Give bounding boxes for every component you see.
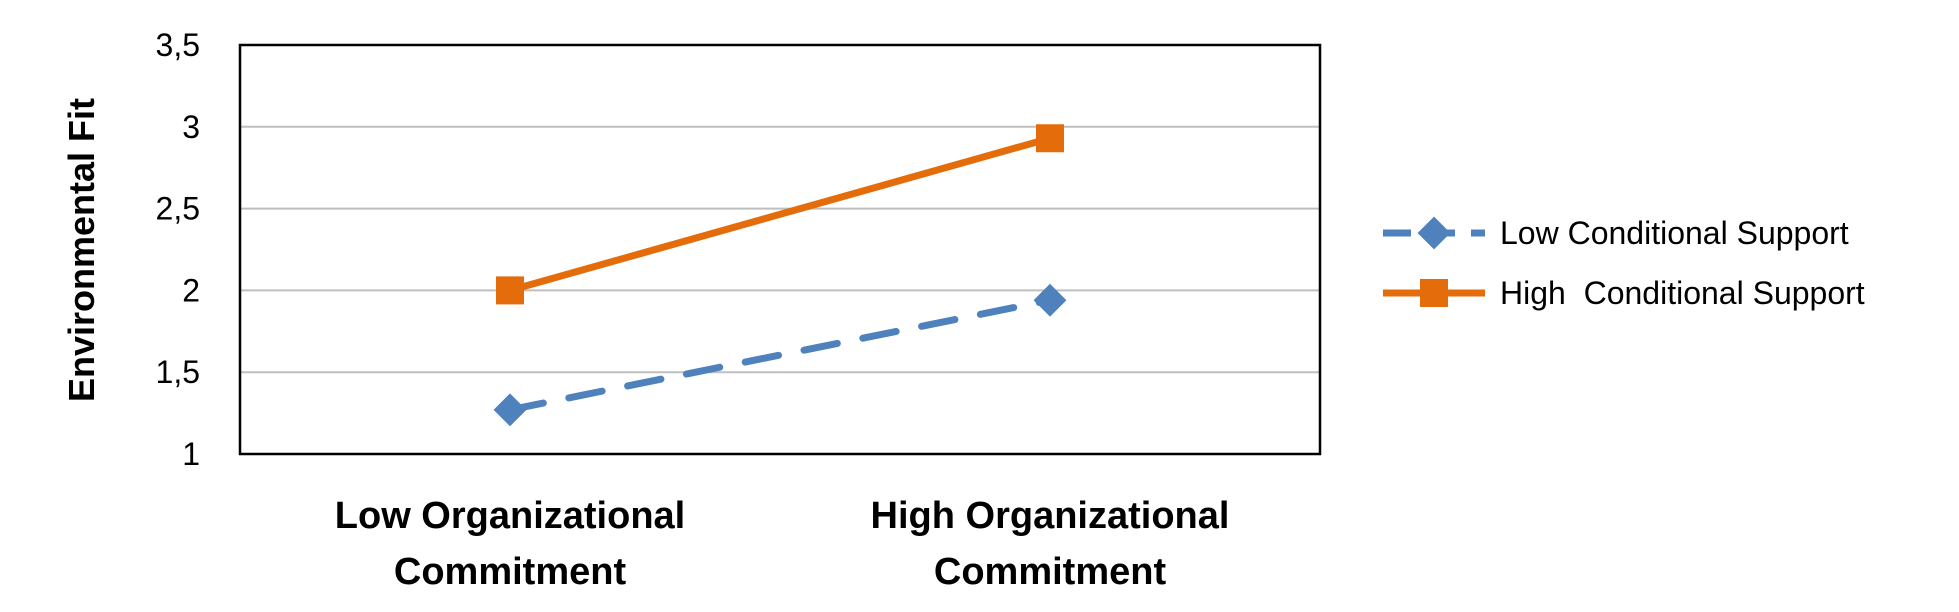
- legend: Low Conditional Support High Conditional …: [1383, 215, 1865, 311]
- x-category-label: Low Organizational Commitment: [335, 495, 685, 593]
- y-tick-label: 2: [182, 272, 200, 308]
- x-category-label: High Organizational Commitment: [871, 495, 1230, 593]
- y-tick-label: 3,5: [156, 27, 200, 63]
- data-point-marker: [496, 276, 524, 305]
- series: [493, 283, 1067, 427]
- data-point-marker: [493, 393, 527, 427]
- legend-marker: [1417, 216, 1451, 250]
- series: [496, 124, 1064, 305]
- x-axis-categories: Low Organizational Commitment High Organiz…: [335, 495, 1230, 593]
- y-tick-label: 2,5: [156, 191, 200, 227]
- series-layer: [493, 124, 1067, 427]
- y-tick-label: 3: [182, 109, 200, 145]
- data-point-marker: [1036, 124, 1064, 153]
- legend-label: High Conditional Support: [1500, 275, 1865, 311]
- legend-item: High Conditional Support: [1383, 275, 1865, 311]
- series-line: [506, 296, 1054, 414]
- y-tick-label: 1,5: [156, 354, 200, 390]
- legend-item: Low Conditional Support: [1383, 215, 1849, 251]
- series-line: [506, 134, 1054, 294]
- legend-label: Low Conditional Support: [1500, 215, 1849, 251]
- legend-marker: [1420, 279, 1448, 307]
- plot-area-frame: [238, 43, 1322, 456]
- y-axis-title: Environmental Fit: [61, 98, 102, 402]
- y-tick-label: 1: [182, 436, 200, 472]
- y-axis-ticks: 1 1,5 2 2,5 3 3,5: [156, 27, 200, 472]
- gridlines: [240, 125, 1320, 374]
- data-point-marker: [1033, 283, 1067, 317]
